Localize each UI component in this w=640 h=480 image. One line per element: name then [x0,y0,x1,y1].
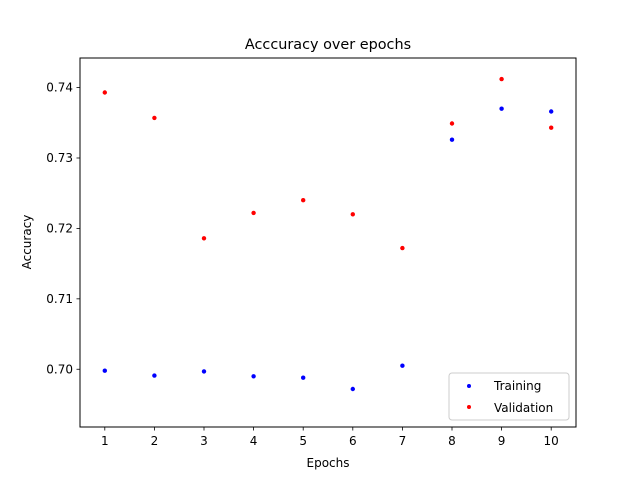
validation-point-epoch-10 [549,125,554,130]
validation-point-epoch-5 [301,198,306,203]
legend-label-validation: Validation [494,401,553,415]
validation-point-epoch-4 [251,210,256,216]
training-point-epoch-8 [449,137,455,142]
validation-point-epoch-7 [400,245,405,251]
legend-label-training: Training [493,379,541,393]
x-tick-label: 8 [448,434,456,448]
training-point-epoch-1 [102,368,108,373]
y-tick-label: 0.70 [46,362,73,376]
y-tick-label: 0.71 [46,292,73,306]
x-tick-label: 3 [200,434,208,448]
y-axis-ticks: 0.70 0.71 0.72 0.73 0.74 [46,81,80,376]
training-point-epoch-3 [201,369,207,374]
points-layer [102,76,554,392]
x-axis-ticks: 1 2 3 4 5 6 7 8 9 10 [101,427,559,448]
training-point-epoch-5 [301,375,306,380]
legend-box [448,372,570,421]
chart-title: Acccuracy over epochs [245,37,411,53]
x-tick-label: 9 [498,434,506,448]
validation-point-epoch-2 [152,115,157,121]
legend-marker-training [467,384,471,388]
training-point-epoch-10 [549,109,554,114]
y-tick-label: 0.74 [46,81,73,95]
training-point-epoch-6 [350,386,355,392]
training-point-epoch-7 [400,363,405,368]
validation-point-epoch-8 [449,121,455,126]
training-point-epoch-9 [499,106,504,111]
plot-frame [79,57,577,428]
legend: Training Validation [448,372,570,421]
y-tick-label: 0.73 [46,151,73,165]
x-axis-label: Epochs [307,456,350,470]
validation-point-epoch-9 [499,76,504,82]
x-tick-label: 2 [151,434,159,448]
validation-point-epoch-3 [201,236,207,241]
x-tick-label: 5 [299,434,307,448]
training-point-epoch-4 [251,374,256,379]
x-tick-label: 10 [544,434,559,448]
validation-point-epoch-6 [350,212,355,217]
x-tick-label: 7 [399,434,407,448]
x-tick-label: 1 [101,434,109,448]
x-tick-label: 4 [250,434,258,448]
y-axis-label: Accuracy [20,215,34,270]
x-tick-label: 6 [349,434,357,448]
legend-marker-validation [467,405,471,409]
validation-point-epoch-1 [102,90,108,95]
y-tick-label: 0.72 [46,221,73,235]
training-point-epoch-2 [152,373,157,378]
